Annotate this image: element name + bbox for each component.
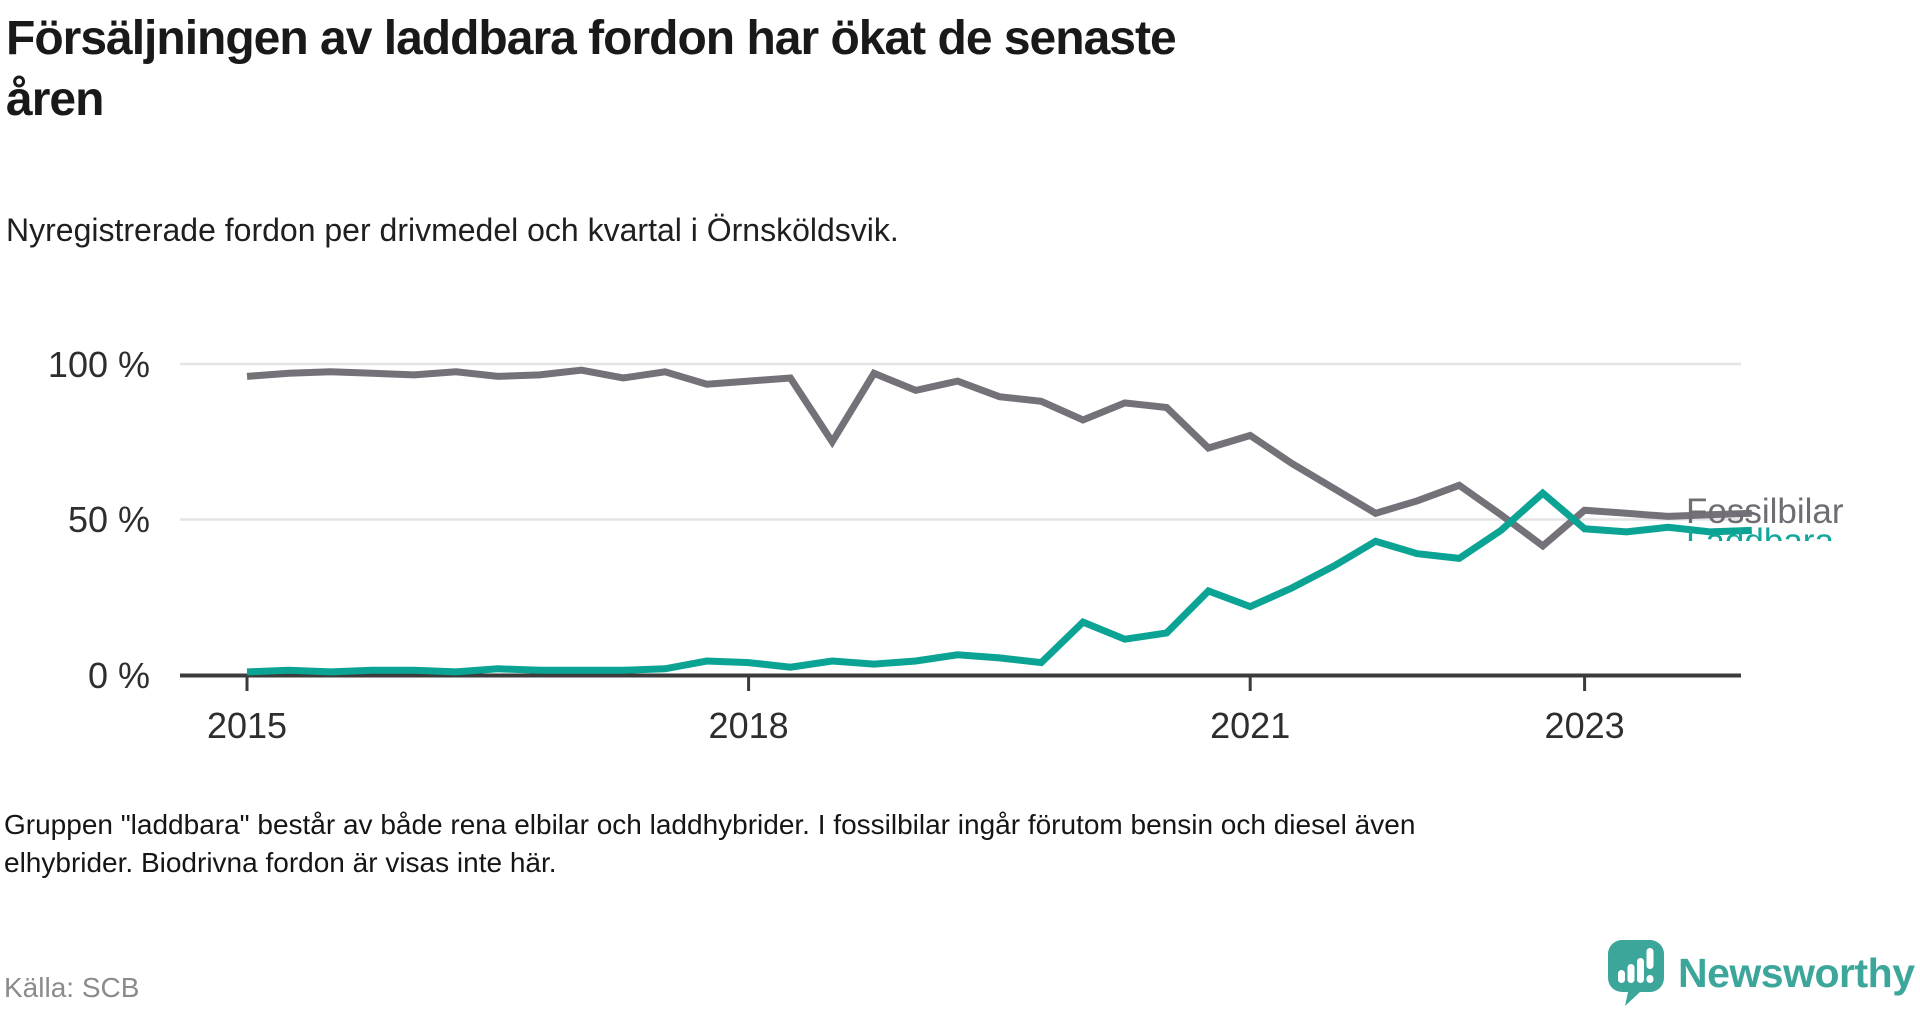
page-title-line1: Försäljningen av laddbara fordon har öka…	[6, 12, 1177, 65]
footnote-line2: elhybrider. Biodrivna fordon är visas in…	[4, 847, 557, 878]
y-tick-label-0: 0 %	[88, 655, 150, 696]
laddbara-label: Laddbara	[1686, 522, 1834, 561]
x-tick-label-2021: 2021	[1210, 705, 1290, 746]
exclamation-stem	[1646, 948, 1654, 969]
newsworthy-branding: Newsworthy	[1608, 940, 1915, 1006]
chart-footnote: Gruppen "laddbara" består av både rena e…	[4, 806, 1864, 882]
x-tick-label-2015: 2015	[207, 705, 287, 746]
newsworthy-logo-icon	[1608, 940, 1664, 1006]
chart-subtitle: Nyregistrerade fordon per drivmedel och …	[6, 212, 899, 248]
x-tick-label-2018: 2018	[709, 705, 789, 746]
page-title: Försäljningen av laddbara fordon har öka…	[6, 8, 1566, 130]
y-tick-label-100: 100 %	[48, 344, 150, 385]
fossilbilar-label: Fossilbilar	[1686, 492, 1844, 531]
page-title-line2: åren	[6, 73, 104, 126]
source-note: Källa: SCB	[4, 972, 140, 1003]
x-tick-label-2023: 2023	[1545, 705, 1625, 746]
fossilbilar-line	[246, 366, 1752, 551]
speech-bubble-shape	[1608, 940, 1664, 1006]
newsworthy-logo-text: Newsworthy	[1678, 949, 1915, 996]
laddbara-line	[246, 488, 1752, 676]
y-tick-label-50: 50 %	[68, 499, 150, 540]
footnote-line1: Gruppen "laddbara" består av både rena e…	[4, 809, 1416, 840]
exclamation-dot	[1646, 975, 1654, 983]
bar-chart-glyph	[1618, 948, 1654, 983]
